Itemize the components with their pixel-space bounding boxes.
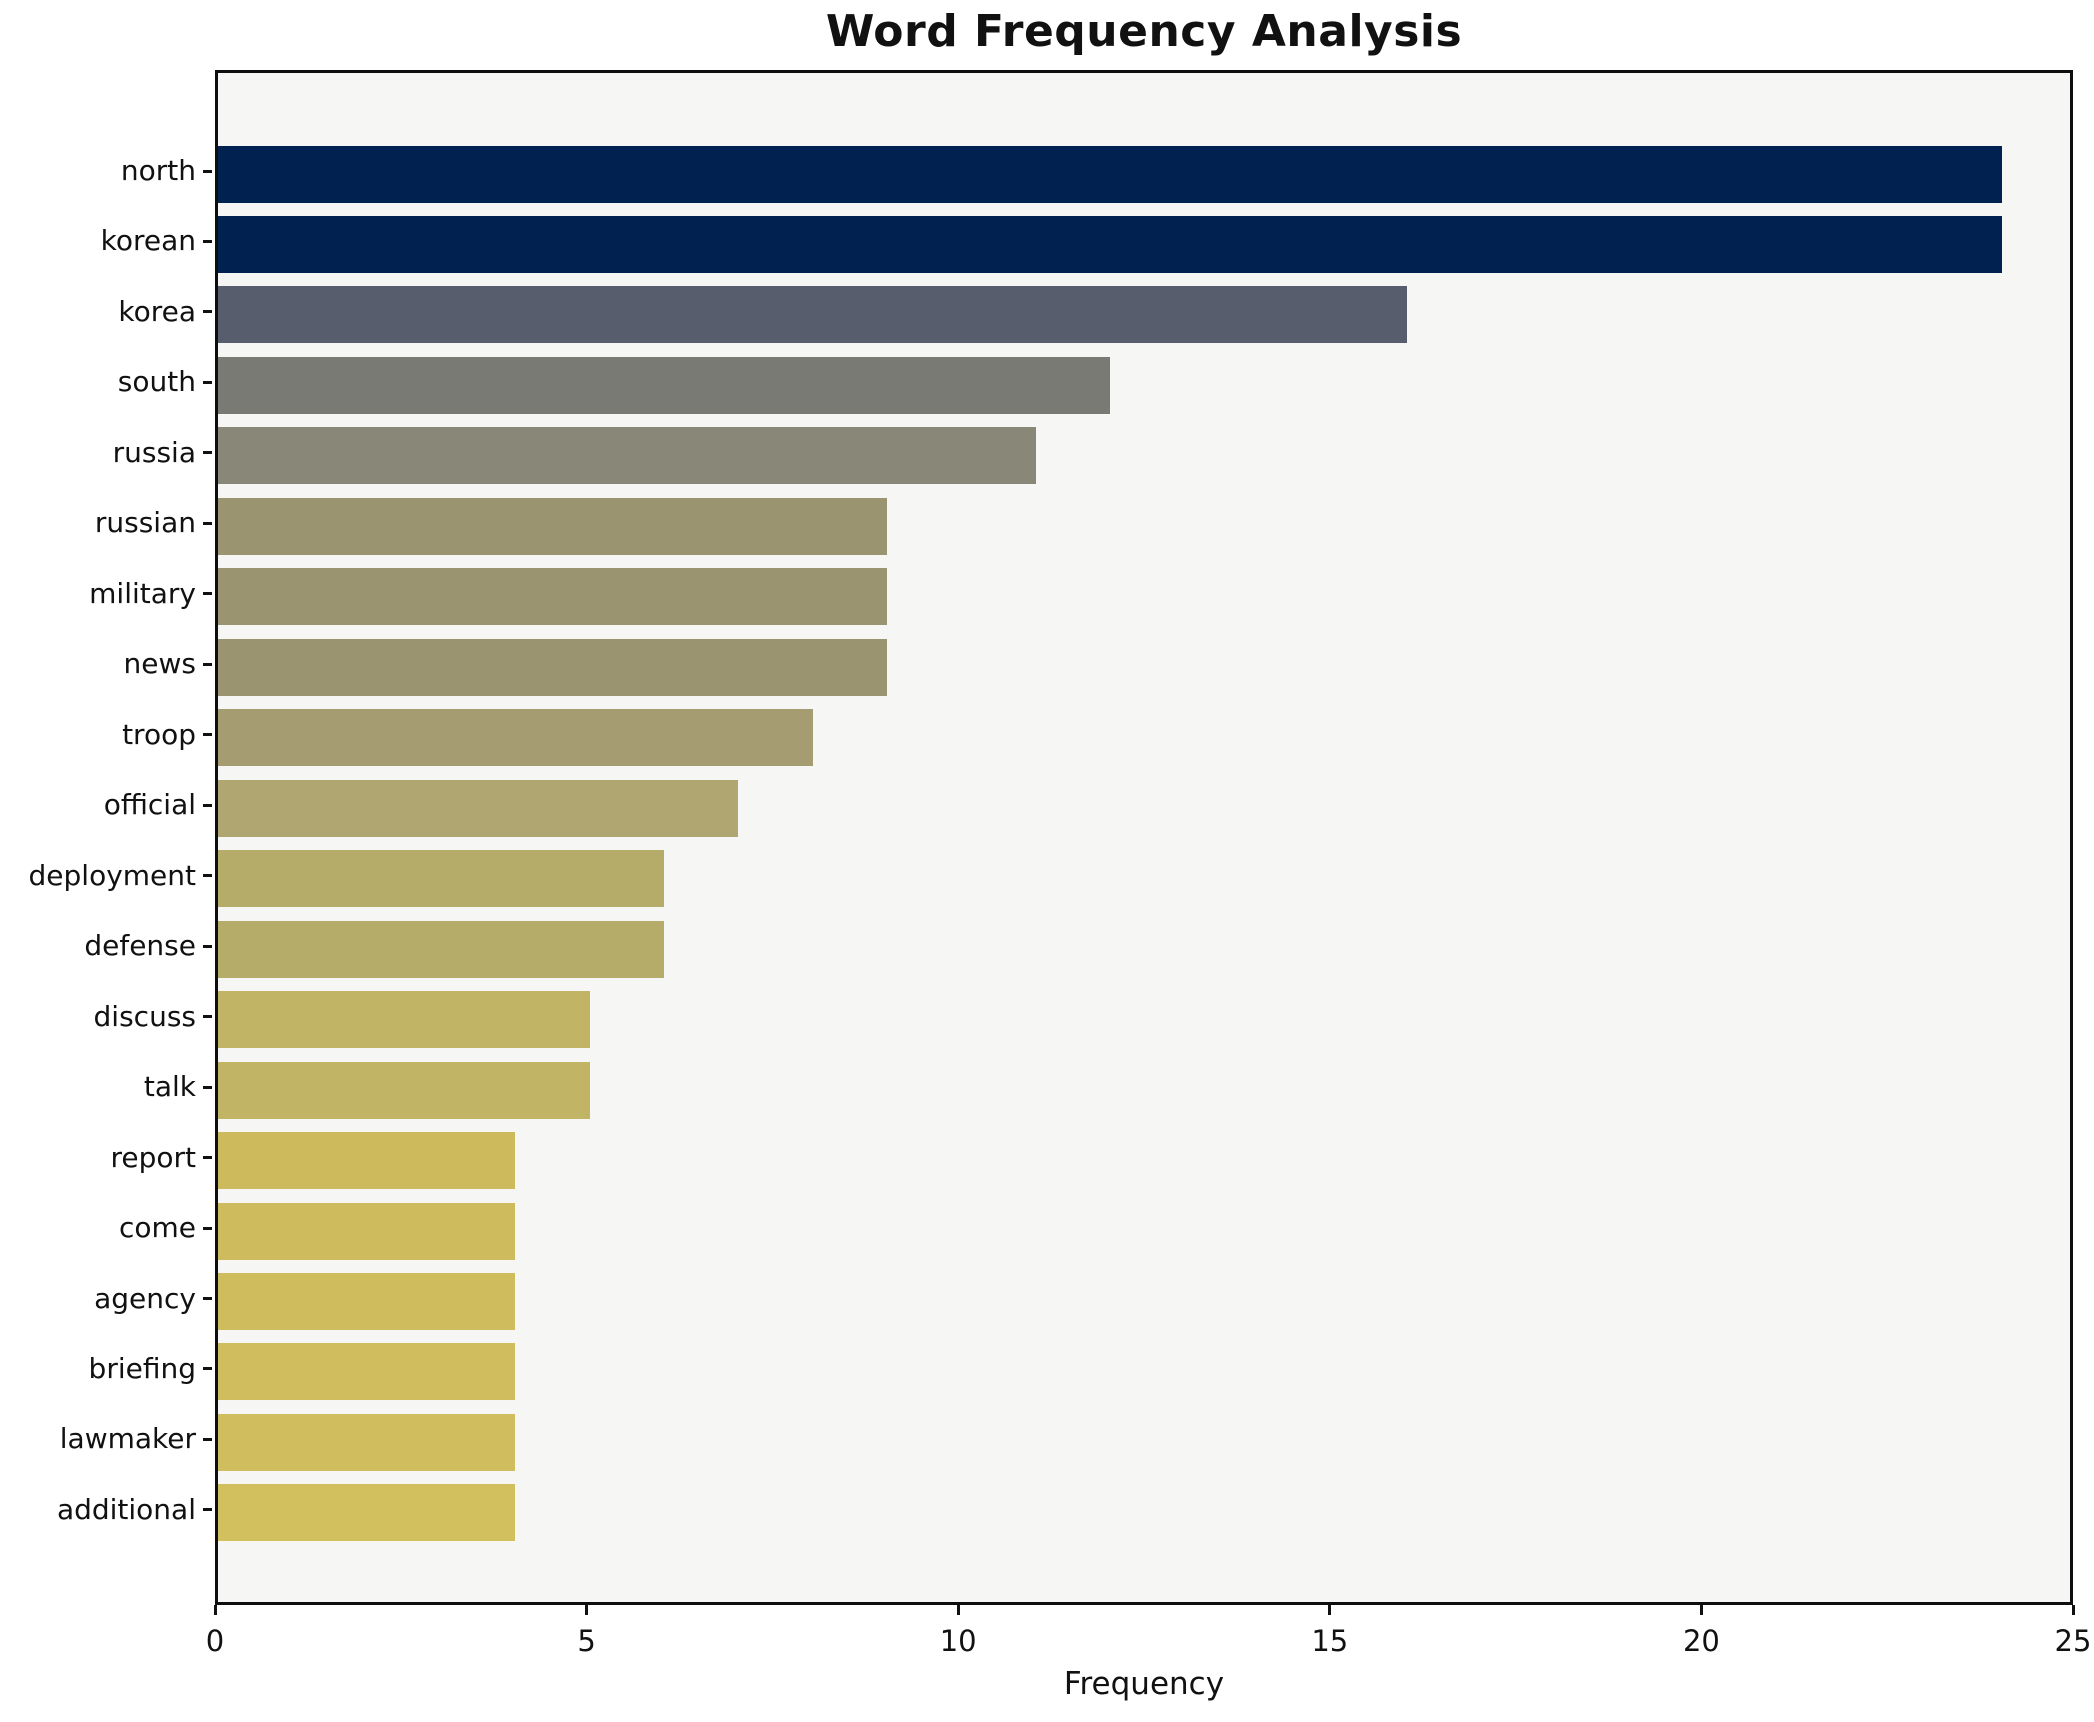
- x-tick-label-0: 0: [205, 1624, 225, 1658]
- bar-troop: [218, 709, 813, 767]
- y-tick-mark: [203, 1015, 212, 1019]
- y-tick-label-korean: korean: [100, 224, 196, 258]
- x-tick-mark: [585, 1605, 589, 1615]
- bar-discuss: [218, 991, 590, 1049]
- y-tick-label-come: come: [118, 1211, 196, 1245]
- bar-korean: [218, 215, 2002, 273]
- bar-defense: [218, 920, 664, 978]
- bar-come: [218, 1202, 516, 1260]
- chart-title: Word Frequency Analysis: [825, 6, 1463, 57]
- y-tick-label-russian: russian: [94, 506, 196, 540]
- y-tick-mark: [203, 803, 212, 807]
- bar-news: [218, 638, 887, 696]
- y-tick-mark: [203, 1508, 212, 1512]
- bar-report: [218, 1132, 516, 1190]
- y-tick-mark: [203, 521, 212, 525]
- y-tick-mark: [203, 944, 212, 948]
- bar-deployment: [218, 850, 664, 908]
- y-tick-mark: [203, 310, 212, 314]
- y-tick-mark: [203, 1156, 212, 1160]
- x-tick-mark: [1328, 1605, 1332, 1615]
- y-tick-label-south: south: [117, 365, 196, 399]
- y-tick-mark: [203, 592, 212, 596]
- plot-area: [215, 70, 2073, 1605]
- y-tick-mark: [203, 662, 212, 666]
- y-tick-mark: [203, 239, 212, 243]
- y-tick-label-official: official: [103, 788, 196, 822]
- bar-official: [218, 779, 739, 837]
- y-tick-label-troop: troop: [122, 717, 196, 751]
- x-tick-label-15: 15: [1311, 1624, 1349, 1658]
- y-tick-label-discuss: discuss: [93, 999, 196, 1033]
- y-tick-mark: [203, 451, 212, 455]
- x-tick-label-10: 10: [939, 1624, 977, 1658]
- bar-north: [218, 145, 2002, 203]
- y-tick-mark: [203, 733, 212, 737]
- x-tick-label-5: 5: [577, 1624, 596, 1658]
- bar-additional: [218, 1484, 516, 1542]
- y-tick-label-talk: talk: [143, 1070, 196, 1104]
- y-tick-label-russia: russia: [112, 435, 196, 469]
- x-axis-label: Frequency: [1063, 1666, 1225, 1702]
- bar-talk: [218, 1061, 590, 1119]
- y-tick-mark: [203, 169, 212, 173]
- y-tick-label-additional: additional: [56, 1492, 196, 1526]
- x-tick-mark: [1699, 1605, 1703, 1615]
- x-tick-mark: [213, 1605, 217, 1615]
- x-tick-mark: [956, 1605, 960, 1615]
- bar-military: [218, 568, 887, 626]
- bar-south: [218, 356, 1110, 414]
- y-tick-mark: [203, 1226, 212, 1230]
- y-tick-label-defense: defense: [84, 929, 196, 963]
- y-tick-label-korea: korea: [118, 294, 196, 328]
- y-tick-label-deployment: deployment: [28, 858, 196, 892]
- y-tick-label-agency: agency: [94, 1281, 196, 1315]
- bar-lawmaker: [218, 1413, 516, 1471]
- bar-russian: [218, 497, 887, 555]
- y-tick-label-military: military: [89, 576, 196, 610]
- y-tick-label-lawmaker: lawmaker: [59, 1422, 196, 1456]
- bar-briefing: [218, 1343, 516, 1401]
- y-tick-label-north: north: [120, 154, 196, 187]
- y-tick-mark: [203, 1085, 212, 1089]
- y-tick-label-report: report: [110, 1140, 196, 1174]
- bar-agency: [218, 1273, 516, 1331]
- y-tick-label-news: news: [123, 647, 196, 681]
- x-tick-label-25: 25: [2054, 1624, 2092, 1658]
- y-tick-mark: [203, 1367, 212, 1371]
- y-tick-mark: [203, 1437, 212, 1441]
- y-tick-mark: [203, 380, 212, 384]
- x-tick-label-20: 20: [1682, 1624, 1720, 1658]
- x-tick-mark: [2071, 1605, 2075, 1615]
- bar-russia: [218, 427, 1036, 485]
- bar-korea: [218, 286, 1408, 344]
- y-tick-mark: [203, 1297, 212, 1301]
- y-tick-mark: [203, 874, 212, 878]
- y-tick-label-briefing: briefing: [88, 1351, 196, 1385]
